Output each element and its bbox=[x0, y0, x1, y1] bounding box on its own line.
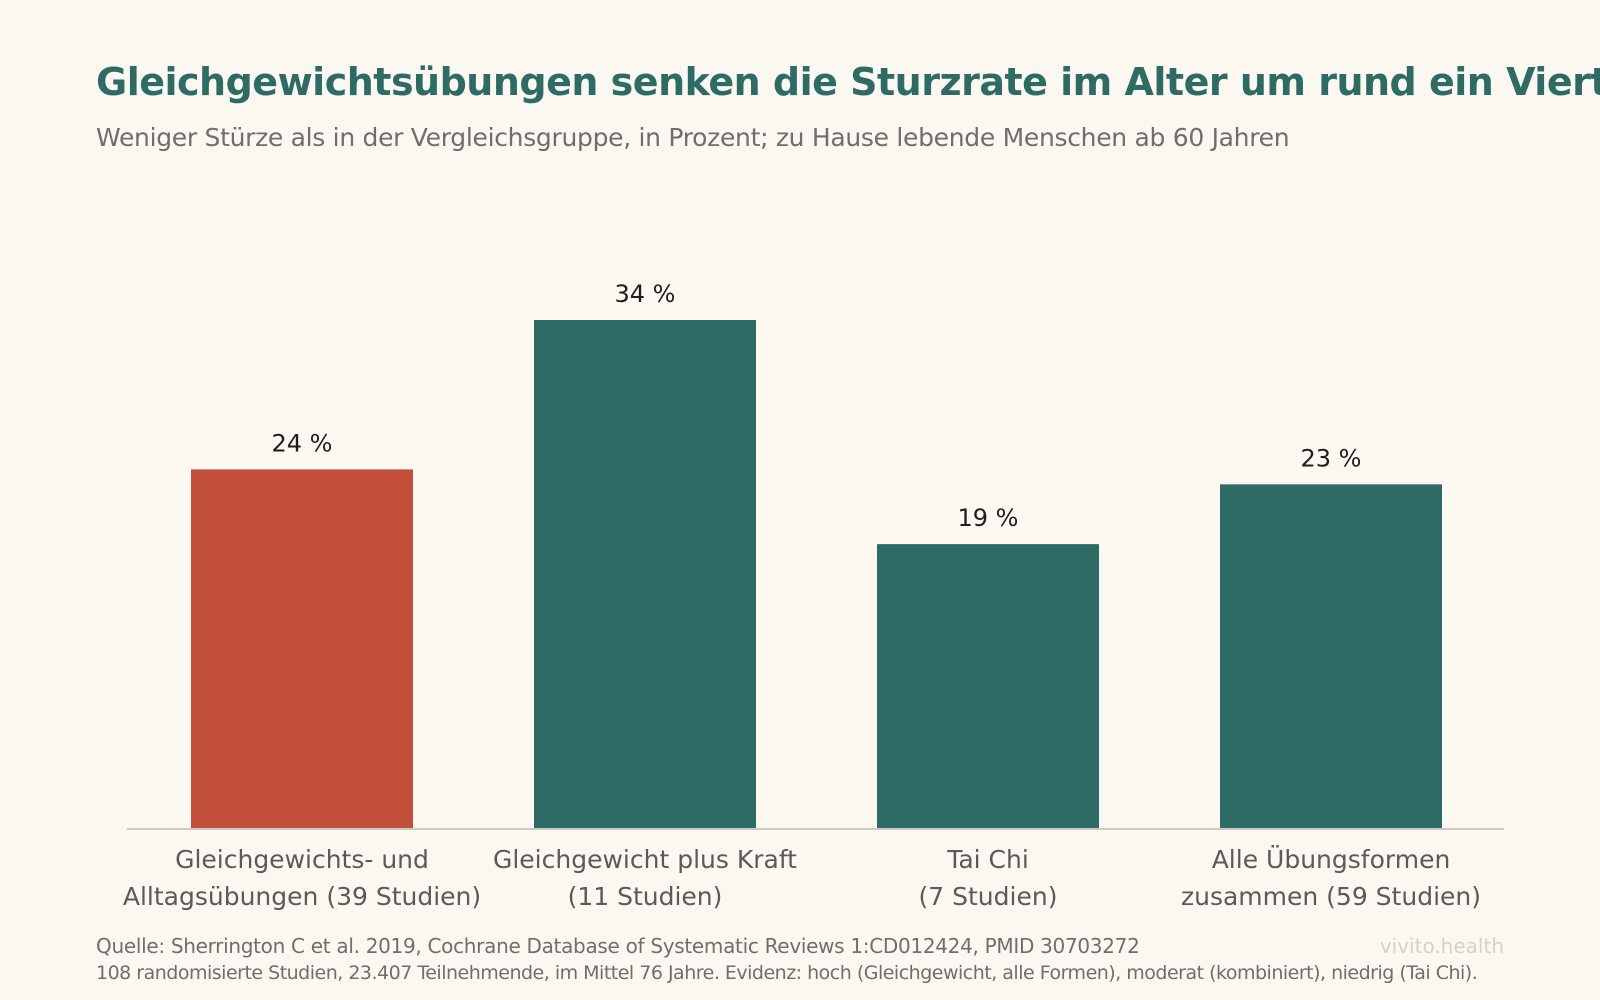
bar-2 bbox=[534, 320, 756, 828]
category-label-1-line-1: Gleichgewichts- und bbox=[175, 845, 429, 874]
category-label-1-line-2: Alltagsübungen (39 Studien) bbox=[123, 882, 481, 911]
brand-label: vivito.health bbox=[1379, 934, 1504, 958]
bar-3 bbox=[877, 544, 1099, 828]
category-label-3-line-2: (7 Studien) bbox=[919, 882, 1058, 911]
bar-value-label-2: 34 % bbox=[615, 280, 676, 308]
bar-4 bbox=[1220, 484, 1442, 828]
bar-value-label-4: 23 % bbox=[1301, 444, 1362, 472]
bar-1 bbox=[191, 469, 413, 828]
category-label-4-line-1: Alle Übungsformen bbox=[1212, 845, 1451, 874]
chart-subtitle: Weniger Stürze als in der Vergleichsgrup… bbox=[96, 123, 1290, 152]
chart-title: Gleichgewichtsübungen senken die Sturzra… bbox=[96, 60, 1600, 104]
methodology-note: 108 randomisierte Studien, 23.407 Teilne… bbox=[96, 962, 1478, 984]
category-label-4-line-2: zusammen (59 Studien) bbox=[1181, 882, 1481, 911]
bar-value-label-3: 19 % bbox=[958, 504, 1019, 532]
category-label-2-line-2: (11 Studien) bbox=[568, 882, 723, 911]
source-note: Quelle: Sherrington C et al. 2019, Cochr… bbox=[96, 934, 1140, 958]
category-label-3-line-1: Tai Chi bbox=[946, 845, 1029, 874]
category-label-2-line-1: Gleichgewicht plus Kraft bbox=[493, 845, 797, 874]
bars-group: 24 % Gleichgewichts- und Alltagsübungen (3… bbox=[123, 280, 1481, 911]
bar-value-label-1: 24 % bbox=[272, 429, 333, 457]
